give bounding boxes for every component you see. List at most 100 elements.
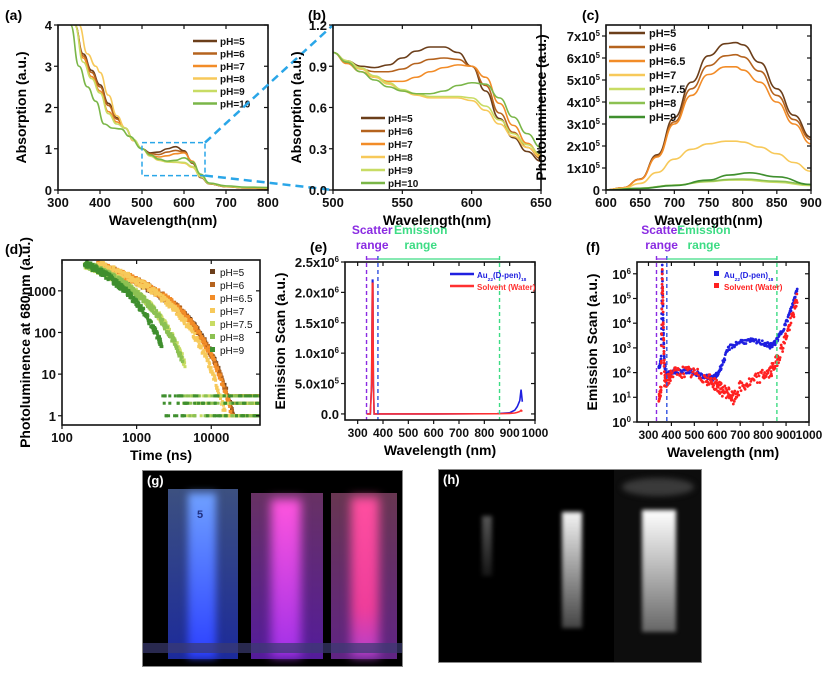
series-line (606, 66, 811, 190)
x-tick-label: 900 (800, 195, 822, 210)
data-point (197, 401, 201, 405)
y-tick-label: 3x105 (567, 117, 601, 132)
data-point (756, 381, 759, 385)
data-point (108, 270, 112, 274)
legend-marker (210, 308, 215, 313)
data-point (747, 377, 751, 381)
data-point (227, 394, 231, 398)
data-point (723, 358, 727, 362)
data-point (204, 342, 208, 346)
data-point (210, 401, 214, 405)
data-point (660, 272, 664, 276)
emission-range-label-2: range (688, 238, 721, 252)
data-point (205, 356, 209, 360)
data-point (668, 372, 672, 376)
data-point (227, 397, 231, 401)
data-point (661, 316, 665, 320)
x-tick-label: 500 (322, 195, 344, 210)
data-point (90, 266, 94, 270)
x-tick-label: 1000 (796, 428, 823, 442)
data-point (234, 394, 238, 398)
legend-label: pH=7 (649, 70, 676, 82)
data-point (153, 290, 157, 294)
data-point (170, 298, 174, 302)
data-point (185, 318, 189, 322)
data-point (221, 400, 225, 404)
data-point (157, 288, 161, 292)
data-point (148, 283, 152, 287)
data-point (209, 365, 213, 369)
data-point (661, 279, 664, 283)
x-tick-label: 600 (707, 428, 727, 442)
x-axis-label: Wavelength (nm) (384, 442, 496, 458)
data-point (733, 389, 737, 393)
data-point (215, 394, 219, 398)
data-point (228, 404, 232, 408)
x-tick-label: 650 (629, 195, 651, 210)
data-point (242, 394, 246, 398)
data-point (769, 370, 773, 373)
data-point (720, 363, 724, 367)
data-point (158, 337, 162, 341)
data-point (206, 358, 210, 362)
data-point (140, 279, 144, 283)
data-point (136, 304, 140, 308)
data-point (179, 358, 183, 362)
data-point (748, 383, 752, 387)
data-point (113, 274, 117, 278)
y-tick-label: 100 (612, 415, 631, 430)
data-point (155, 289, 159, 293)
tube-medium (562, 512, 582, 628)
data-point (203, 414, 207, 418)
data-point (217, 376, 221, 380)
data-point (246, 394, 250, 398)
x-tick-label: 100 (51, 430, 73, 445)
data-point (662, 370, 666, 373)
photo-g-base (143, 643, 402, 653)
series-line (366, 282, 523, 415)
data-point (789, 316, 792, 320)
data-point (193, 338, 197, 342)
y-tick-label: 104 (612, 316, 631, 331)
legend-item: pH=6 (361, 127, 413, 138)
data-point (132, 291, 136, 295)
legend-item: pH=6.5 (609, 56, 685, 68)
data-point (663, 373, 667, 377)
data-point (169, 305, 173, 309)
x-tick-label: 400 (661, 428, 681, 442)
data-point (723, 384, 727, 388)
y-tick-label: 2.5x106 (295, 255, 340, 270)
data-point (154, 327, 158, 331)
data-point (163, 321, 167, 325)
data-point (243, 401, 247, 405)
data-point (146, 314, 150, 318)
data-point (709, 376, 713, 380)
data-point (164, 325, 168, 329)
plot-frame (332, 24, 542, 191)
data-point (122, 279, 126, 283)
data-point (735, 395, 739, 399)
data-point (178, 349, 182, 353)
zoom-connector-top (204, 24, 334, 144)
data-point (758, 381, 762, 384)
tube-bright (642, 510, 676, 632)
data-point (202, 349, 206, 353)
data-point (661, 292, 665, 296)
data-point (180, 352, 184, 356)
legend-item: Solvent (Water) (714, 283, 783, 292)
panel-label-h: (h) (443, 472, 460, 487)
y-tick-label: 10 (42, 367, 56, 382)
data-point (142, 286, 146, 290)
data-point (659, 390, 663, 394)
data-point (245, 414, 249, 418)
data-point (207, 365, 211, 369)
data-point (204, 353, 208, 357)
panel-label: (a) (5, 7, 22, 23)
data-point (159, 340, 163, 344)
data-point (661, 295, 665, 299)
data-point (674, 366, 677, 370)
data-point (792, 315, 796, 319)
y-tick-label: 0 (593, 183, 600, 198)
data-point (235, 401, 239, 405)
data-point (152, 287, 156, 291)
